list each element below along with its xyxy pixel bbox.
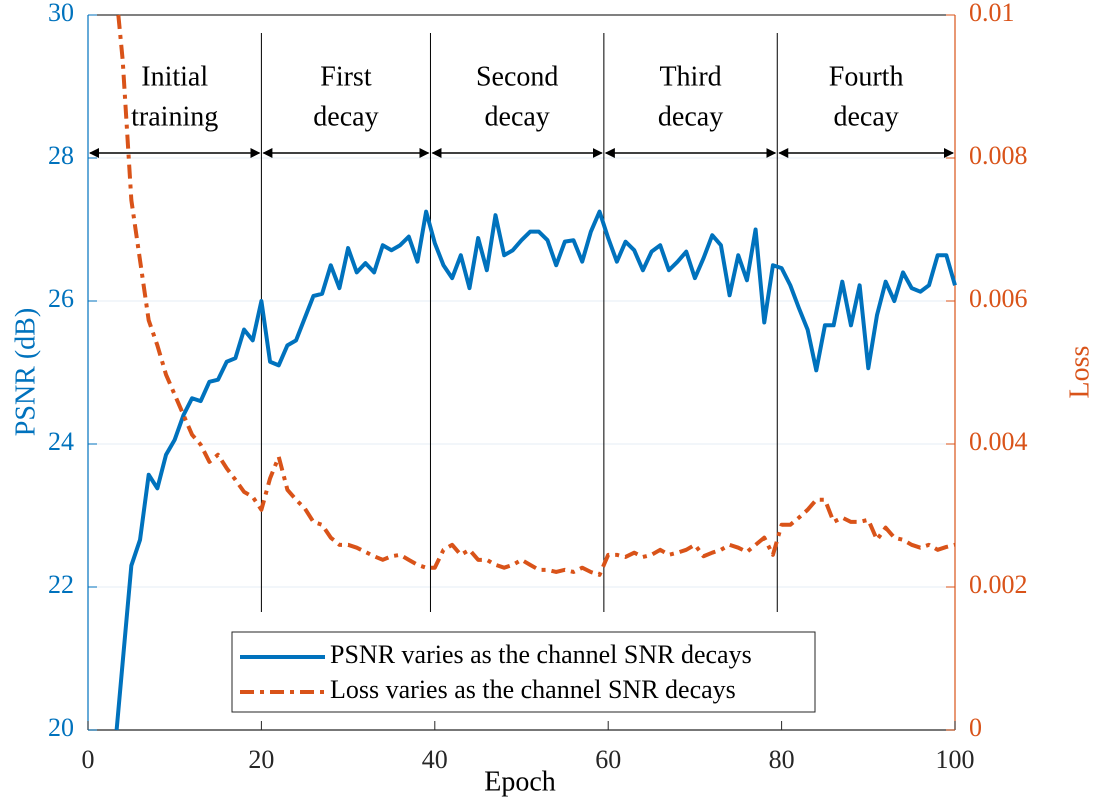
series-line	[114, 209, 957, 731]
y-tick-label: 24	[48, 427, 74, 456]
y2-tick-label: 0.008	[969, 141, 1028, 170]
x-tick-label: 40	[422, 745, 448, 774]
series-line	[116, 14, 956, 577]
x-tick-label: 80	[769, 745, 795, 774]
y2-axis-label: Loss	[1064, 346, 1095, 399]
phase-label: Initial	[141, 61, 208, 92]
y2-tick-label: 0.002	[969, 570, 1028, 599]
phase-label: Fourth	[829, 61, 904, 92]
legend-label: PSNR varies as the channel SNR decays	[330, 640, 752, 669]
y-tick-label: 28	[48, 141, 74, 170]
y2-tick-label: 0	[969, 713, 982, 742]
phase-label: Third	[659, 61, 721, 92]
phase-label: decay	[658, 101, 723, 132]
y-axis-label: PSNR (dB)	[10, 308, 41, 436]
legend-label: Loss varies as the channel SNR decays	[330, 675, 736, 704]
y2-tick-label: 0.006	[969, 284, 1028, 313]
phase-label: training	[131, 101, 218, 132]
phase-label: decay	[833, 101, 898, 132]
phase-label: decay	[485, 101, 550, 132]
x-tick-label: 20	[248, 745, 274, 774]
y-tick-label: 26	[48, 284, 74, 313]
y-tick-label: 20	[48, 713, 74, 742]
legend-box	[231, 631, 816, 713]
y2-tick-label: 0.004	[969, 427, 1028, 456]
x-tick-label: 0	[82, 745, 95, 774]
y2-tick-label: 0.01	[969, 0, 1015, 27]
phase-label: Second	[476, 61, 558, 92]
y-tick-label: 30	[48, 0, 74, 27]
x-tick-label: 100	[936, 745, 975, 774]
phase-label: decay	[313, 101, 378, 132]
phase-label: First	[320, 61, 372, 92]
x-tick-label: 60	[595, 745, 621, 774]
y-tick-label: 22	[48, 570, 74, 599]
x-axis-label: Epoch	[484, 766, 556, 797]
